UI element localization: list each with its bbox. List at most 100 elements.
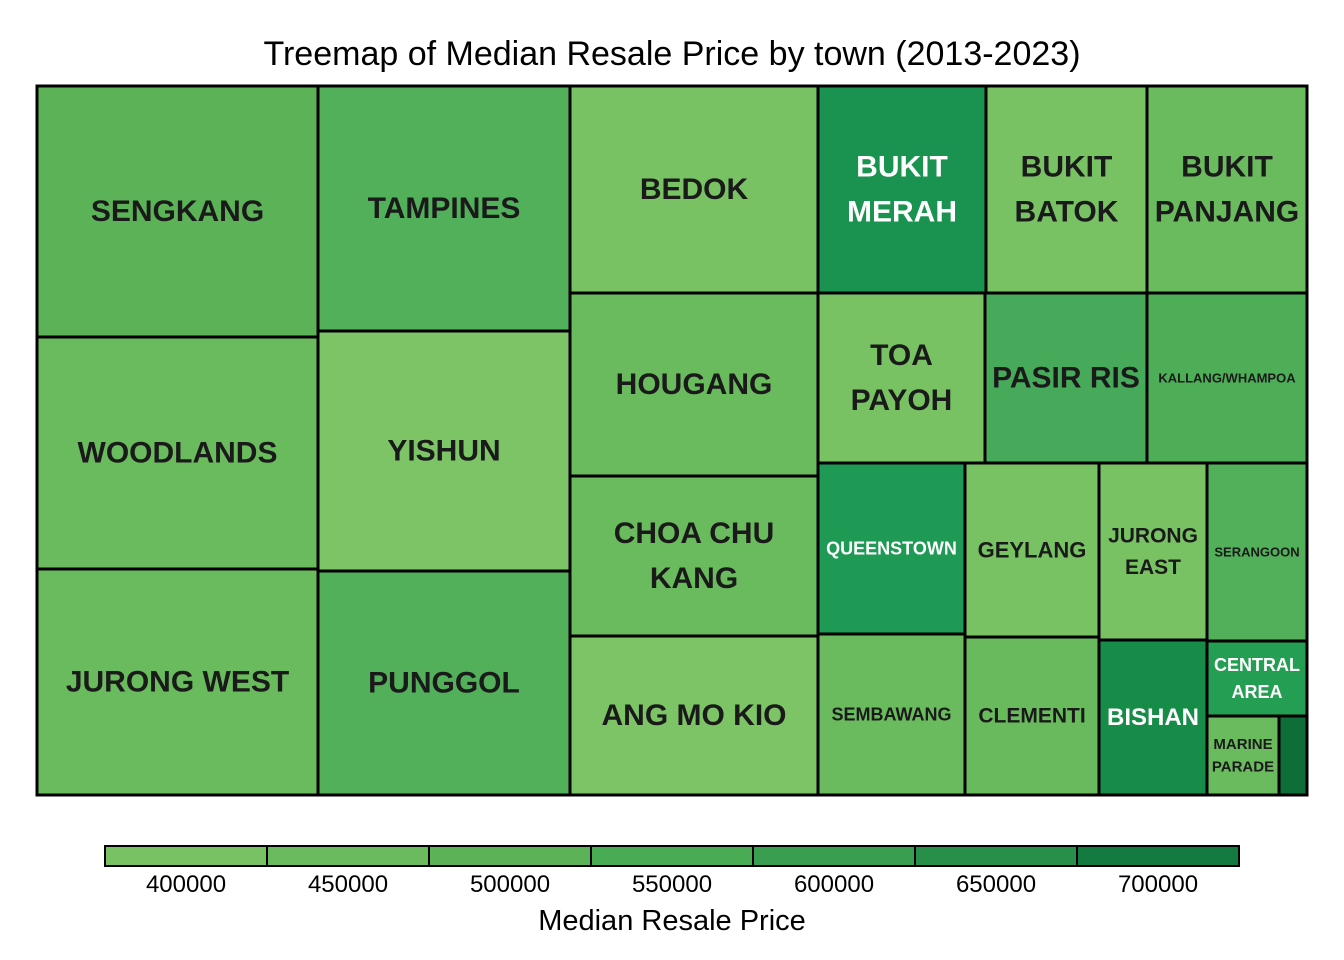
treemap-cell-label: KALLANG/WHAMPOA [1158,371,1296,386]
treemap-cell-label: CLEMENTI [978,705,1085,728]
treemap-cell-label: SERANGOON [1214,545,1299,560]
treemap-cell-rect [1205,714,1281,797]
treemap-cell-label: SEMBAWANG [831,705,951,725]
legend-tick-label: 650000 [956,871,1036,898]
treemap-cell-punggol: PUNGGOL [316,569,572,797]
treemap-cell-label: BATOK [1015,196,1119,229]
treemap-cell-tampines: TAMPINES [316,84,572,333]
treemap-cell-rect [1097,638,1209,797]
treemap-cell-label: EAST [1125,556,1181,579]
treemap-cell-marine-parade: MARINE PARADE [1205,714,1281,797]
treemap-cell-label: ANG MO KIO [602,699,787,732]
treemap-cell-queenstown: QUEENSTOWN [816,461,967,636]
treemap-cell-label: KANG [650,562,738,595]
treemap-cell-bedok: BEDOK [568,84,820,295]
treemap-cell-label: CENTRAL [1214,655,1300,675]
treemap-cell-rect [316,569,572,797]
legend-tick-label: 450000 [308,871,388,898]
treemap-cell-rect [316,84,572,333]
legend-color-bar [104,845,1240,867]
treemap-cell-label: JURONG WEST [66,666,289,699]
treemap-cell-sengkang: SENGKANG [35,84,320,339]
treemap-cell-bukit-batok: BUKIT BATOK [984,84,1149,295]
treemap-cell-label: MARINE [1213,736,1272,753]
treemap-cell-rect [1205,461,1309,643]
treemap-cell-sembawang: SEMBAWANG [816,632,967,797]
treemap-cell-rect [816,84,988,295]
legend-swatch [104,845,268,867]
treemap-cell-label: PAYOH [851,384,953,417]
legend-swatch [590,845,754,867]
legend-swatch [266,845,430,867]
treemap-border [35,84,1309,797]
legend-swatch [914,845,1078,867]
treemap-cell-rect [1097,461,1209,642]
treemap-cell-pasir-ris: PASIR RIS [983,291,1149,465]
treemap-cell-yishun: YISHUN [316,329,572,573]
treemap-cell-label: HOUGANG [616,368,773,401]
treemap-cell-rect [1145,84,1309,295]
legend-swatch [428,845,592,867]
treemap-cell-rect [1205,639,1309,718]
treemap-cell-hougang: HOUGANG [568,291,820,478]
treemap-cell-rect [963,635,1101,797]
legend-swatch [1076,845,1240,867]
treemap-cell-label: TAMPINES [368,192,521,225]
treemap-cell-label: QUEENSTOWN [826,539,957,559]
treemap-cell-label: MERAH [847,196,957,229]
treemap-cell-label: TOA [870,339,933,372]
treemap-cell-rect [1277,714,1309,797]
treemap-cell-rect [316,329,572,573]
treemap-cell-label: CHOA CHU [614,517,775,550]
legend-tick-label: 400000 [146,871,226,898]
treemap-cell-label: PARADE [1212,758,1274,775]
treemap-cell-label: BISHAN [1107,704,1199,731]
treemap-cell-ang-mo-kio: ANG MO KIO [568,634,820,797]
treemap-cell-clementi: CLEMENTI [963,635,1101,797]
legend-tick-label: 700000 [1118,871,1198,898]
treemap-cell-rect [984,84,1149,295]
legend-swatch [752,845,916,867]
treemap-cell-rect [568,291,820,478]
treemap-cell-label: BUKIT [856,151,948,184]
treemap-cell-bishan: BISHAN [1097,638,1209,797]
treemap-cell-woodlands: WOODLANDS [35,335,320,571]
treemap-cell-label: JURONG [1108,524,1198,547]
treemap-cell-label: BEDOK [640,173,749,206]
treemap-cell-central-area: CENTRAL AREA [1205,639,1309,718]
treemap-cell-bukit-panjang: BUKIT PANJANG [1145,84,1309,295]
chart-title: Treemap of Median Resale Price by town (… [263,35,1080,73]
legend-title: Median Resale Price [538,905,806,937]
treemap-cell-label: BUKIT [1021,151,1113,184]
treemap-cell-rect [816,291,987,465]
treemap-cell-bukit-merah: BUKIT MERAH [816,84,988,295]
treemap-cells: SENGKANG WOODLANDS JURONG WEST TAMPINES YISH… [35,84,1309,797]
treemap-cell-label: PANJANG [1155,196,1299,229]
legend-ticks: 400000 450000 500000 550000 600000 650000 7000… [146,871,1198,898]
treemap-cell-kallang-whampoa: KALLANG/WHAMPOA [1145,291,1309,465]
legend-tick-label: 550000 [632,871,712,898]
treemap-cell-rect [983,291,1149,465]
treemap-cell-rect [35,335,320,571]
treemap-cell-rect [35,84,320,339]
treemap-cell-rect [816,461,967,636]
treemap-cell-label: AREA [1231,682,1282,702]
treemap-cell-serangoon: SERANGOON [1205,461,1309,643]
legend-tick-label: 600000 [794,871,874,898]
treemap-cell-jurong-west: JURONG WEST [35,567,320,797]
treemap-cell-label: PUNGGOL [368,667,520,700]
treemap-cell-toa-payoh: TOA PAYOH [816,291,987,465]
treemap-cell-label: BUKIT [1181,151,1273,184]
treemap-cell-rect [35,567,320,797]
treemap-cell-unlabeled [1277,714,1309,797]
treemap-cell-choa-chu-kang: CHOA CHU KANG [568,474,820,638]
treemap-cell-label: GEYLANG [978,538,1087,563]
treemap-cell-rect [568,474,820,638]
color-legend: 400000 450000 500000 550000 600000 650000 7000… [104,845,1240,937]
treemap-cell-label: PASIR RIS [992,362,1140,395]
treemap-cell-label: YISHUN [387,435,500,468]
treemap-cell-label: SENGKANG [91,195,264,228]
treemap-cell-label: WOODLANDS [78,437,278,470]
treemap-cell-jurong-east: JURONG EAST [1097,461,1209,642]
